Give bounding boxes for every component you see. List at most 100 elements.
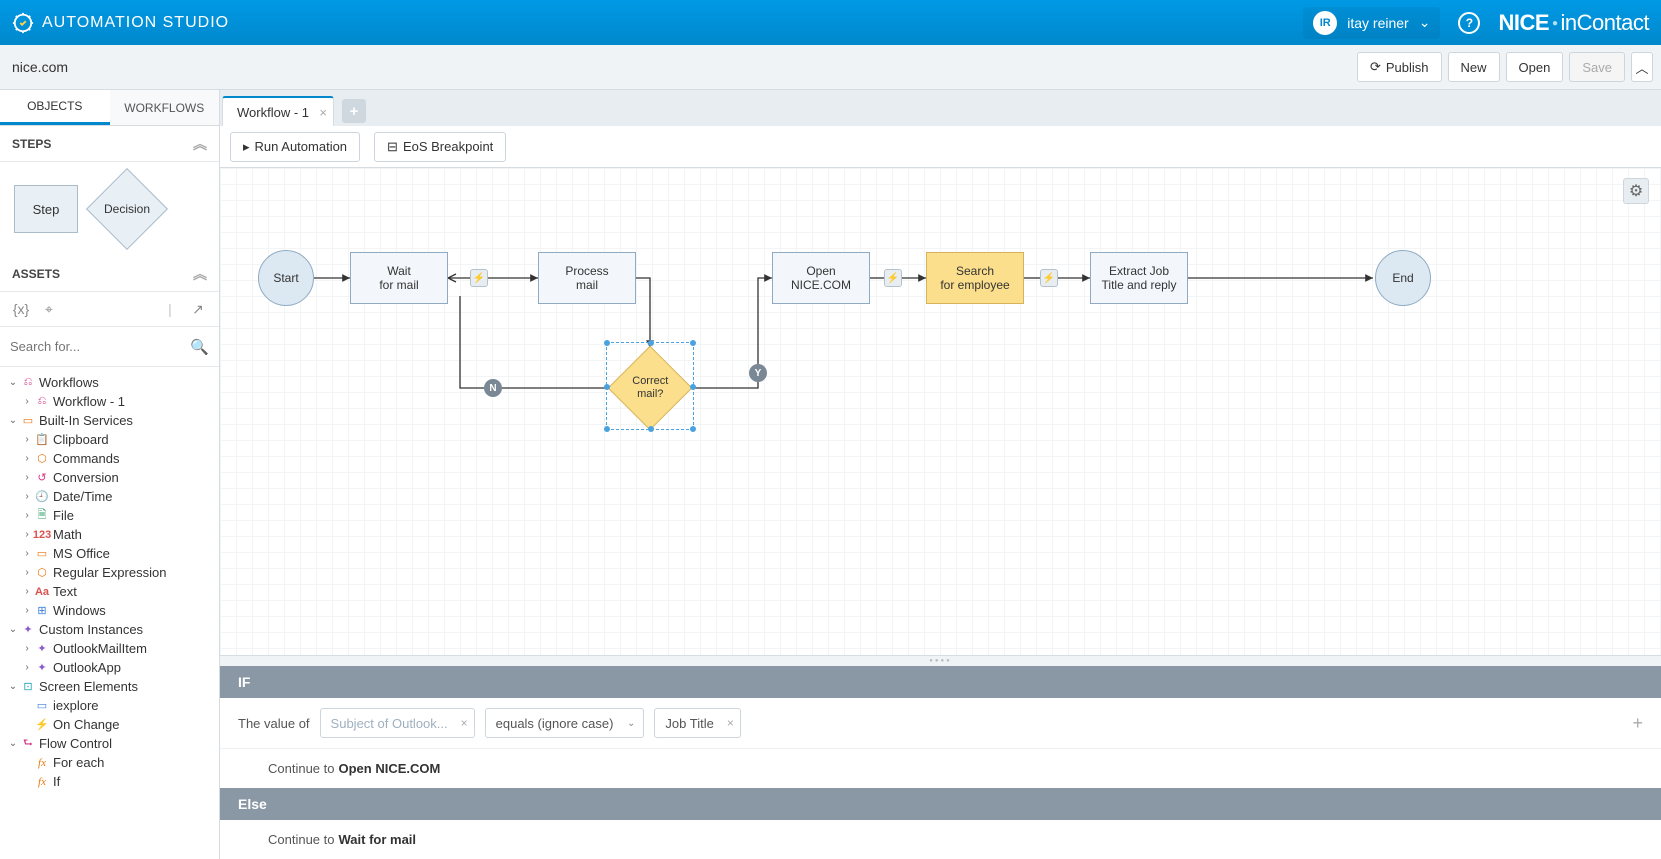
- popout-icon[interactable]: ↗: [189, 300, 207, 318]
- subject-chip[interactable]: Subject of Outlook...×: [320, 708, 475, 738]
- document-tabs: Workflow - 1 × +: [220, 90, 1661, 126]
- screen-icon: ⊡: [20, 680, 36, 694]
- conversion-icon: ↺: [34, 471, 50, 485]
- start-node[interactable]: Start: [258, 250, 314, 306]
- new-button[interactable]: New: [1448, 52, 1500, 82]
- eos-breakpoint-button[interactable]: ⊟EoS Breakpoint: [374, 132, 506, 162]
- bolt-icon: ⚡: [884, 269, 902, 287]
- tree-item[interactable]: ›↺Conversion: [4, 468, 215, 487]
- bolt-icon: ⚡: [1040, 269, 1058, 287]
- workflow-icon: ⎌: [20, 376, 36, 390]
- app-logo: AUTOMATION STUDIO: [12, 12, 229, 34]
- extract-node[interactable]: Extract Job Title and reply: [1090, 252, 1188, 304]
- tree-item[interactable]: ▭iexplore: [4, 696, 215, 715]
- chevron-down-icon: ⌄: [627, 718, 635, 729]
- play-icon: ▸: [243, 139, 250, 155]
- tree-item[interactable]: ›📋Clipboard: [4, 430, 215, 449]
- collapse-icon[interactable]: ︽: [193, 134, 207, 154]
- canvas-settings-button[interactable]: ⚙: [1623, 178, 1649, 204]
- assets-panel-header[interactable]: ASSETS ︽: [0, 256, 219, 292]
- breakpoint-icon: ⊟: [387, 139, 398, 155]
- tree-item[interactable]: fxIf: [4, 772, 215, 791]
- condition-row: The value of Subject of Outlook...× equa…: [220, 698, 1661, 749]
- tree-item[interactable]: ⚡On Change: [4, 715, 215, 734]
- tree-item[interactable]: fxFor each: [4, 753, 215, 772]
- target-tool-icon[interactable]: ⌖: [40, 300, 58, 318]
- run-automation-button[interactable]: ▸Run Automation: [230, 132, 360, 162]
- step-template[interactable]: Step: [14, 185, 78, 233]
- regex-icon: ⬡: [34, 566, 50, 580]
- avatar: IR: [1313, 11, 1337, 35]
- breadcrumb: nice.com: [8, 59, 68, 75]
- wait-node[interactable]: Wait for mail: [350, 252, 448, 304]
- tree-item[interactable]: ›⎌Workflow - 1: [4, 392, 215, 411]
- tree-item[interactable]: ›🕘Date/Time: [4, 487, 215, 506]
- clipboard-icon: 📋: [34, 433, 50, 447]
- gear-logo-icon: [12, 12, 34, 34]
- yes-badge: Y: [749, 364, 767, 382]
- close-icon[interactable]: ×: [319, 105, 327, 120]
- tree-item[interactable]: ›✦OutlookMailItem: [4, 639, 215, 658]
- else-continue-row: Continue toWait for mail: [220, 820, 1661, 859]
- custom-icon: ✦: [34, 661, 50, 675]
- end-node[interactable]: End: [1375, 250, 1431, 306]
- open-node[interactable]: Open NICE.COM: [772, 252, 870, 304]
- bolt-icon: ⚡: [34, 718, 50, 732]
- math-icon: 123: [34, 528, 50, 542]
- help-button[interactable]: ?: [1458, 12, 1480, 34]
- tree-item[interactable]: ⌄✦Custom Instances: [4, 620, 215, 639]
- collapse-icon[interactable]: ︽: [193, 264, 207, 284]
- add-condition-button[interactable]: +: [1632, 713, 1643, 734]
- app-header: AUTOMATION STUDIO IR itay reiner ⌄ ? NIC…: [0, 0, 1661, 45]
- search-input[interactable]: [10, 333, 190, 360]
- search-icon[interactable]: 🔍: [190, 338, 209, 356]
- process-node[interactable]: Process mail: [538, 252, 636, 304]
- variable-tool-icon[interactable]: {x}: [12, 300, 30, 318]
- tree-item[interactable]: ›⊞Windows: [4, 601, 215, 620]
- user-menu[interactable]: IR itay reiner ⌄: [1303, 7, 1440, 39]
- tree-item[interactable]: ⌄⮑Flow Control: [4, 734, 215, 753]
- tree-item[interactable]: ⌄⊡Screen Elements: [4, 677, 215, 696]
- sidebar: OBJECTS WORKFLOWS STEPS ︽ Step Decision …: [0, 90, 220, 859]
- flow-canvas[interactable]: ⚙: [220, 168, 1661, 655]
- decision-template[interactable]: Decision: [86, 168, 168, 250]
- tab-workflows[interactable]: WORKFLOWS: [110, 90, 220, 125]
- operator-select[interactable]: equals (ignore case)⌄: [485, 708, 645, 738]
- workflow-icon: ⎌: [34, 395, 50, 409]
- tree-item[interactable]: ⌄⎌Workflows: [4, 373, 215, 392]
- tree-item[interactable]: ›⬡Commands: [4, 449, 215, 468]
- tree-item[interactable]: ⌄▭Built-In Services: [4, 411, 215, 430]
- panel-resize-handle[interactable]: ●●●●: [220, 656, 1661, 666]
- custom-icon: ✦: [20, 623, 36, 637]
- windows-icon: ⊞: [34, 604, 50, 618]
- custom-icon: ✦: [34, 642, 50, 656]
- tree-item[interactable]: ›🗎File: [4, 506, 215, 525]
- tree-item[interactable]: ›AaText: [4, 582, 215, 601]
- clear-icon[interactable]: ×: [461, 716, 468, 730]
- add-tab-button[interactable]: +: [342, 99, 366, 123]
- search-node[interactable]: Search for employee: [926, 252, 1024, 304]
- user-name: itay reiner: [1347, 15, 1408, 31]
- datetime-icon: 🕘: [34, 490, 50, 504]
- publish-button[interactable]: ⟳Publish: [1357, 52, 1442, 82]
- tab-objects[interactable]: OBJECTS: [0, 90, 110, 125]
- compare-chip[interactable]: Job Title×: [654, 708, 740, 738]
- clear-icon[interactable]: ×: [727, 716, 734, 730]
- open-button[interactable]: Open: [1506, 52, 1564, 82]
- chevron-down-icon: ⌄: [1419, 14, 1431, 31]
- if-header: IF: [220, 666, 1661, 698]
- decision-node[interactable]: Correct mail?: [610, 348, 690, 428]
- tree-item[interactable]: ›✦OutlookApp: [4, 658, 215, 677]
- flow-connectors: [220, 168, 1661, 655]
- doc-tab[interactable]: Workflow - 1 ×: [222, 96, 334, 126]
- else-header: Else: [220, 788, 1661, 820]
- save-button: Save: [1569, 52, 1625, 82]
- tree-item[interactable]: ›123Math: [4, 525, 215, 544]
- steps-panel-header[interactable]: STEPS ︽: [0, 126, 219, 162]
- collapse-toolbar-button[interactable]: ︿: [1631, 52, 1653, 82]
- assets-tree: ⌄⎌Workflows›⎌Workflow - 1⌄▭Built-In Serv…: [0, 367, 219, 859]
- tree-item[interactable]: ›⬡Regular Expression: [4, 563, 215, 582]
- tree-item[interactable]: ›▭MS Office: [4, 544, 215, 563]
- file-icon: 🗎: [34, 509, 50, 523]
- builtin-icon: ▭: [20, 414, 36, 428]
